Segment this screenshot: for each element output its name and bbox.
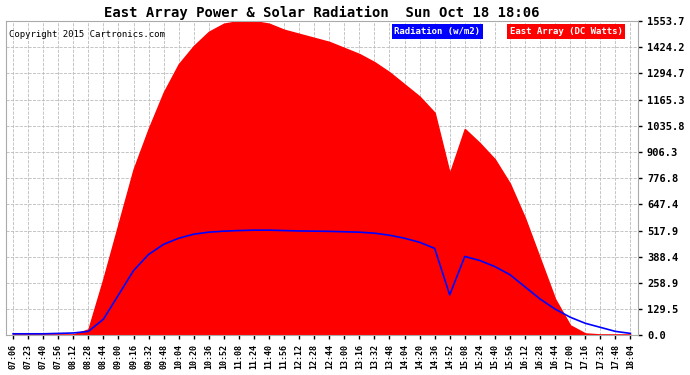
Text: Copyright 2015 Cartronics.com: Copyright 2015 Cartronics.com <box>9 30 165 39</box>
Text: Radiation (w/m2): Radiation (w/m2) <box>395 27 480 36</box>
Title: East Array Power & Solar Radiation  Sun Oct 18 18:06: East Array Power & Solar Radiation Sun O… <box>104 6 540 20</box>
Text: East Array (DC Watts): East Array (DC Watts) <box>509 27 622 36</box>
